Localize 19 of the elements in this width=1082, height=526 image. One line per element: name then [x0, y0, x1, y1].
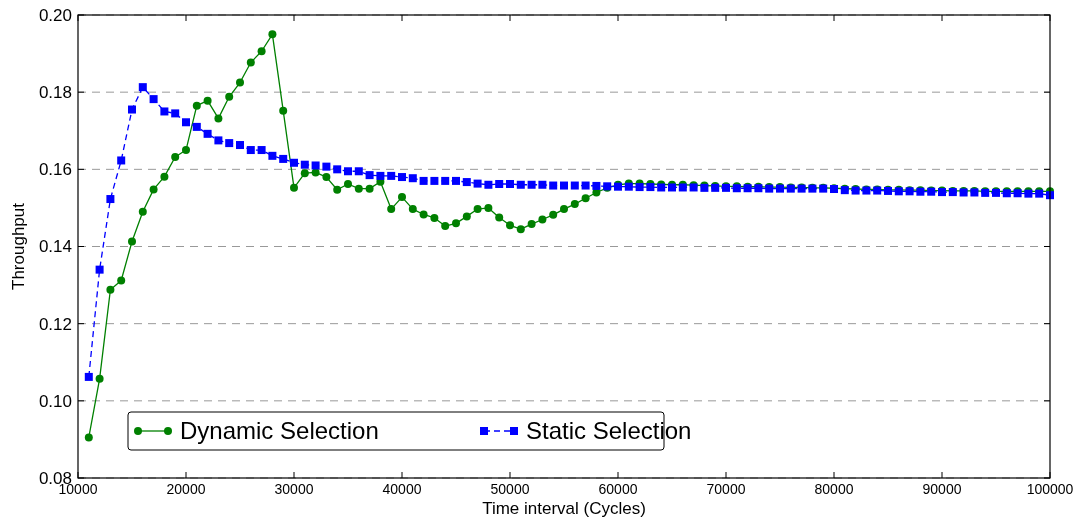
x-tick-label: 20000 — [166, 481, 206, 497]
x-tick-label: 40000 — [382, 481, 422, 497]
y-tick-label: 0.10 — [38, 391, 72, 411]
x-tick-label: 60000 — [598, 481, 638, 497]
y-tick-label: 0.16 — [38, 160, 72, 180]
y-tick-label: 0.18 — [38, 83, 72, 103]
x-tick-label: 100000 — [1026, 481, 1074, 497]
x-tick-label: 50000 — [490, 481, 530, 497]
x-axis-title: Time interval (Cycles) — [482, 499, 646, 518]
y-tick-label: 0.20 — [38, 5, 72, 25]
y-axis-title: Throughput — [9, 202, 28, 290]
y-tick-label: 0.12 — [38, 314, 72, 334]
y-tick-label: 0.14 — [38, 237, 72, 257]
x-tick-label: 90000 — [922, 481, 962, 497]
x-tick-label: 30000 — [274, 481, 314, 497]
x-tick-label: 70000 — [706, 481, 746, 497]
legend-label: Dynamic Selection — [180, 417, 379, 445]
legend-label: Static Selection — [526, 417, 692, 445]
x-tick-label: 80000 — [814, 481, 854, 497]
